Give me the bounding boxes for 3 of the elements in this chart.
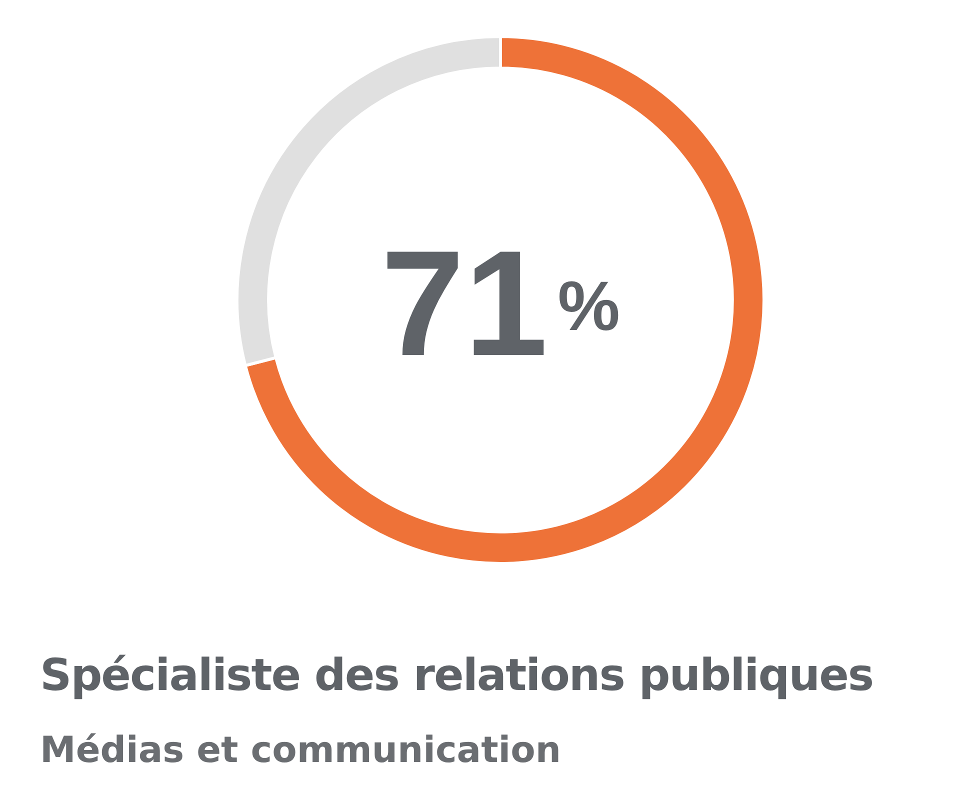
text: Spécialiste des relations publiques [40, 650, 874, 701]
text: 71% [380, 219, 620, 387]
text: Médias et communication [40, 730, 561, 771]
